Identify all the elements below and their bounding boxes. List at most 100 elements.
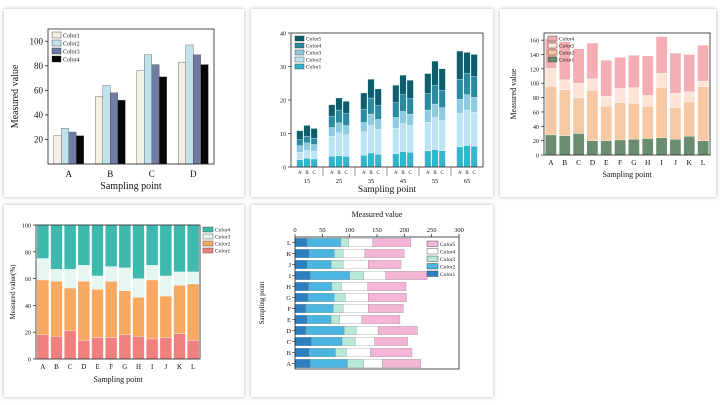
y-tick-label: D bbox=[286, 328, 291, 335]
bar-segment bbox=[683, 91, 695, 103]
bar-segment bbox=[339, 315, 362, 324]
x-subtick-label: C bbox=[441, 171, 445, 176]
y-tick-label: E bbox=[287, 317, 291, 324]
bar-segment bbox=[374, 88, 382, 106]
bar-segment bbox=[545, 85, 557, 136]
bar bbox=[193, 54, 201, 165]
bar-segment bbox=[392, 153, 400, 168]
y-tick-label: 160 bbox=[530, 39, 539, 45]
x-subtick-label: C bbox=[377, 171, 381, 176]
legend-label: Color1 bbox=[215, 249, 231, 255]
bar-segment bbox=[303, 158, 311, 168]
bar-segment bbox=[303, 136, 311, 144]
bar-segment bbox=[309, 348, 336, 357]
bar-segment bbox=[310, 359, 348, 368]
legend-swatch bbox=[294, 35, 305, 42]
bar-segment bbox=[614, 102, 626, 141]
bar-segment bbox=[392, 117, 400, 129]
bar-segment bbox=[159, 275, 172, 297]
bar-segment bbox=[347, 359, 365, 368]
x-tick-label: E bbox=[95, 363, 99, 371]
y-tick-label: 30 bbox=[280, 65, 286, 71]
bar-segment bbox=[36, 258, 49, 281]
legend-swatch bbox=[51, 55, 62, 63]
x-tick-label: 200 bbox=[399, 227, 409, 234]
bar-segment bbox=[294, 293, 309, 302]
legend-label: Color1 bbox=[440, 272, 456, 278]
legend-swatch bbox=[294, 42, 305, 49]
x-subtick-label: B bbox=[337, 171, 341, 176]
bar-segment bbox=[296, 159, 304, 168]
bar-segment bbox=[187, 271, 200, 285]
x-group-label: 25 bbox=[336, 178, 343, 185]
y-tick-label: 60 bbox=[34, 85, 44, 95]
bar-segment bbox=[64, 269, 77, 289]
bar-segment bbox=[431, 103, 439, 118]
bar-segment bbox=[132, 224, 145, 279]
bar-segment bbox=[399, 151, 407, 168]
y-tick-label: 0 bbox=[28, 358, 31, 364]
x-tick-label: J bbox=[674, 158, 677, 167]
x-group-label: 45 bbox=[400, 178, 407, 185]
bar bbox=[95, 96, 103, 165]
bar-segment bbox=[572, 48, 585, 84]
bar-segment bbox=[424, 73, 432, 94]
y-tick-label: 80 bbox=[34, 61, 44, 71]
bar-segment bbox=[341, 282, 368, 291]
bar-segment bbox=[344, 326, 357, 335]
x-tick-label: 100 bbox=[345, 227, 355, 234]
bar-segment bbox=[406, 125, 414, 153]
bar-segment bbox=[424, 121, 432, 152]
bar-segment bbox=[294, 282, 309, 291]
x-tick-label: 250 bbox=[427, 227, 437, 234]
bar-segment bbox=[697, 45, 709, 82]
bar-segment bbox=[296, 152, 304, 160]
x-subtick-label: B bbox=[465, 171, 469, 176]
bar-segment bbox=[367, 152, 375, 168]
bar-segment bbox=[392, 85, 400, 103]
legend-swatch bbox=[294, 49, 305, 56]
bar-segment bbox=[341, 337, 356, 346]
bar-segment bbox=[50, 269, 63, 282]
x-tick-label: H bbox=[645, 158, 651, 167]
bar-segment bbox=[118, 224, 131, 269]
bar-segment bbox=[328, 127, 336, 137]
bar bbox=[53, 135, 62, 165]
legend-swatch bbox=[51, 31, 62, 39]
bar-segment bbox=[310, 271, 350, 280]
bar-segment bbox=[77, 281, 90, 341]
bar-segment bbox=[438, 68, 446, 91]
legend-label: Color2 bbox=[440, 265, 456, 271]
y-tick-label: 100 bbox=[530, 82, 539, 88]
bar-segment bbox=[309, 249, 335, 258]
bar-segment bbox=[50, 336, 63, 360]
y-axis-title: Measured value(%) bbox=[9, 264, 17, 320]
plot-frame bbox=[47, 28, 215, 165]
x-tick-label: J bbox=[164, 363, 167, 371]
bar-segment bbox=[669, 107, 682, 140]
legend-label: Color3 bbox=[559, 44, 575, 50]
bar-segment bbox=[361, 315, 401, 324]
x-tick-label: C bbox=[149, 169, 155, 179]
bar-segment bbox=[159, 337, 172, 360]
bar bbox=[117, 99, 126, 165]
legend-label: Color2 bbox=[63, 42, 80, 48]
bar-segment bbox=[368, 260, 402, 269]
bar-segment bbox=[328, 156, 336, 168]
y-tick-label: 80 bbox=[25, 250, 31, 256]
y-axis-title: Measured value bbox=[509, 68, 518, 119]
bar-segment bbox=[463, 109, 471, 146]
bar-segment bbox=[311, 337, 343, 346]
x-tick-label: A bbox=[548, 158, 554, 167]
bar-segment bbox=[368, 304, 404, 313]
plot-frame bbox=[290, 32, 484, 168]
bar-segment bbox=[132, 297, 145, 337]
bar-segment bbox=[294, 260, 308, 269]
bar-segment bbox=[367, 79, 375, 99]
bar-segment bbox=[399, 111, 407, 124]
legend-label: Color2 bbox=[306, 58, 322, 64]
legend-label: Color4 bbox=[306, 44, 322, 50]
x-subtick-label: C bbox=[409, 171, 413, 176]
bar-segment bbox=[294, 238, 308, 247]
